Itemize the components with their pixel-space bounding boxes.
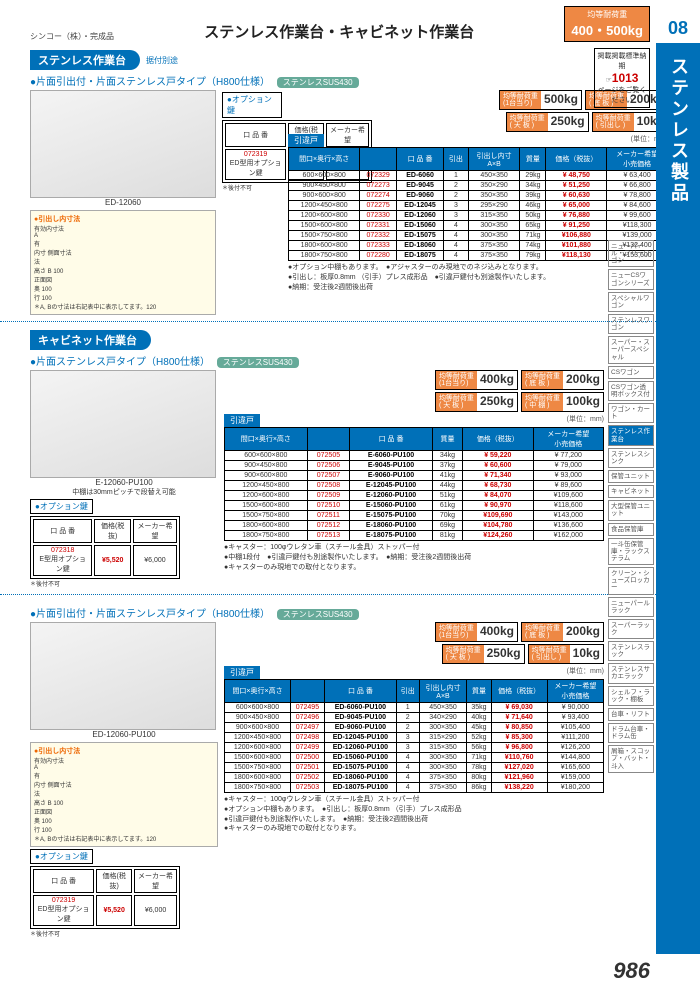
brand: シンコー（株）・完成品 <box>30 31 114 42</box>
option-table: 口 品 番価格(税抜)メーカー希望072319ED型用オプション鍵¥5,520¥… <box>30 866 180 929</box>
ref-badge: 掲載掲載標準納期☞1013ページをご覧ください <box>594 48 650 108</box>
page-header: シンコー（株）・完成品 ステンレス作業台・キャビネット作業台 均等耐荷重400・… <box>0 0 700 46</box>
sec2-title: キャビネット作業台 <box>30 330 151 350</box>
page-title: ステンレス作業台・キャビネット作業台 <box>204 21 474 42</box>
option-table: 口 品 番価格(税抜)メーカー希望072318E型用オプション鍵¥5,520¥6… <box>30 516 180 579</box>
product-image <box>30 90 216 198</box>
product-image <box>30 370 216 478</box>
dimension-diagram: ●引出し内寸法有効内寸法 A 有 内寸 側面寸法 法 高さ B 100 正面図 … <box>30 210 216 315</box>
sec1-title: ステンレス作業台 <box>30 50 140 70</box>
side-index: ニューパール・フリーワゴンニューCSワゴンシリーズスペシャルワゴンステンレスワゴ… <box>608 240 654 775</box>
side-tab: 08 ステンレス製品 <box>656 14 700 954</box>
data-table-2: 間口×奥行×高さ口 品 番質量価格（税抜）メーカー希望 小売価格600×600×… <box>224 427 604 541</box>
section-3: ●片面引出付・片面ステンレス戸タイプ（H800仕様） ステンレスSUS430 E… <box>0 599 700 940</box>
page-number: 986 <box>613 958 650 984</box>
chapter-label: ステンレス製品 <box>656 43 700 218</box>
chapter-num: 08 <box>656 14 700 43</box>
product-image <box>30 622 216 730</box>
data-table-3: 間口×奥行×高さ口 品 番引出引出し内寸 A×B質量価格（税抜）メーカー希望 小… <box>224 679 604 793</box>
section-2: キャビネット作業台 ●片面ステンレス戸タイプ（H800仕様） ステンレスSUS4… <box>0 326 700 590</box>
load-badge: 均等耐荷重400・500kg <box>564 6 650 42</box>
dimension-diagram: ●引出し内寸法有効内寸法 A 有 内寸 側面寸法 法 高さ B 100 正面図 … <box>30 742 218 847</box>
